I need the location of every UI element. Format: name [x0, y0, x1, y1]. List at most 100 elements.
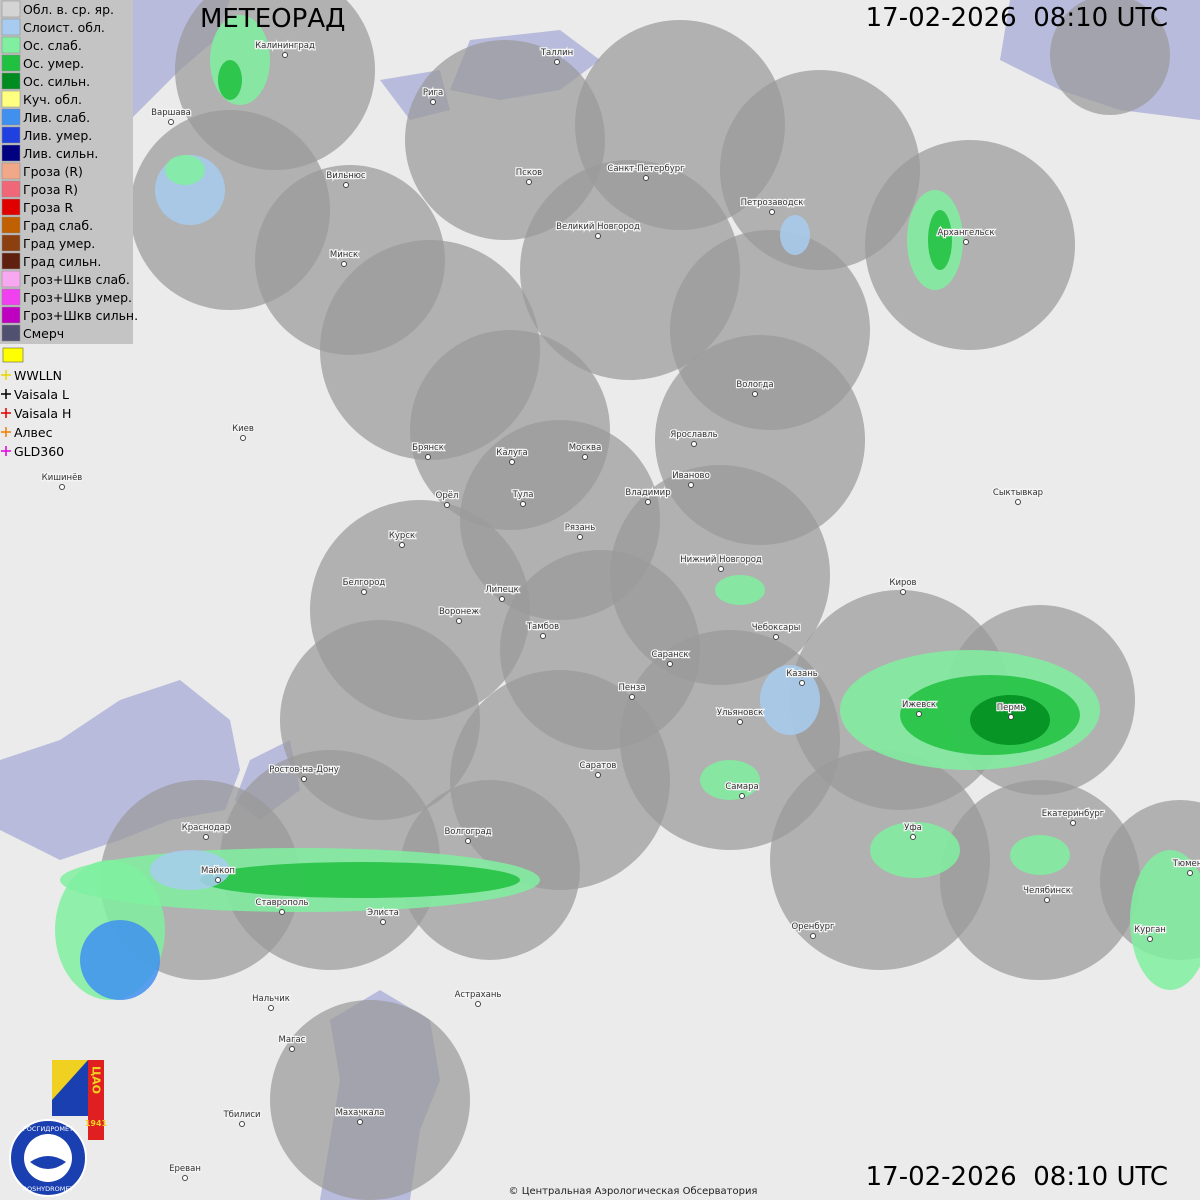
city-label: Курган: [1134, 925, 1166, 935]
legend-swatch: [1, 288, 21, 306]
city-label: Калининград: [255, 41, 315, 51]
city-dot: [769, 209, 775, 215]
city-dot: [168, 119, 174, 125]
city-label: Махачкала: [336, 1108, 385, 1118]
city-labels: Калининград Таллин Рига Варшава Псков Санкт-П…: [40, 40, 1200, 1181]
city-label: Нижний Новгород: [680, 555, 762, 565]
city-dot: [1187, 870, 1193, 876]
city-label: Псков: [516, 168, 542, 178]
precip-area: [1010, 835, 1070, 875]
precip-area: [200, 862, 520, 898]
city-label: Владимир: [625, 488, 670, 498]
lightning-marker: [1, 408, 11, 418]
city-label: Саранск: [651, 650, 688, 660]
city-dot: [691, 441, 697, 447]
city-label: Ереван: [169, 1164, 201, 1174]
logo-text: РОСГИДРОМЕТ: [23, 1125, 73, 1133]
city-dot: [1008, 714, 1014, 720]
city-dot: [799, 680, 805, 686]
city-dot: [737, 719, 743, 725]
lightning-label: WWLLN: [14, 368, 62, 383]
precip-area: [700, 760, 760, 800]
city-label: Минск: [330, 250, 358, 260]
city-label: Чебоксары: [752, 623, 801, 633]
lightning-label: Алвес: [14, 425, 53, 440]
city-dot: [203, 834, 209, 840]
legend-label: Обл. в. ср. яр.: [23, 2, 114, 17]
legend-label: Лив. умер.: [23, 128, 92, 143]
lightning-marker: [1, 370, 11, 380]
legend-label: Куч. обл.: [23, 92, 82, 107]
copyright: © Центральная Аэрологическая Обсерватори…: [509, 1186, 758, 1197]
city-dot: [240, 435, 246, 441]
city-label: Астрахань: [455, 990, 502, 1000]
city-dot: [582, 454, 588, 460]
city-dot: [499, 596, 505, 602]
city-label: Брянск: [412, 443, 444, 453]
legend-label: Гроза R): [23, 182, 78, 197]
city-dot: [526, 179, 532, 185]
legend-panel: [0, 0, 133, 344]
city-dot: [752, 391, 758, 397]
legend-label: Град слаб.: [23, 218, 93, 233]
city-dot: [456, 618, 462, 624]
legend-swatch: [1, 252, 21, 270]
city-dot: [577, 534, 583, 540]
city-dot: [718, 566, 724, 572]
legend-label: Град сильн.: [23, 254, 101, 269]
coverage-circle: [270, 1000, 470, 1200]
city-dot: [475, 1001, 481, 1007]
city-dot: [444, 502, 450, 508]
city-label: Саратов: [580, 761, 617, 771]
cao-text: ЦАО: [90, 1066, 103, 1094]
city-label: Ставрополь: [256, 898, 309, 908]
city-dot: [279, 909, 285, 915]
city-label: Оренбург: [791, 922, 835, 932]
city-dot: [289, 1046, 295, 1052]
city-dot: [916, 711, 922, 717]
city-label: Кишинёв: [42, 473, 83, 483]
city-dot: [810, 933, 816, 939]
legend-label: Гроз+Шкв слаб.: [23, 272, 130, 287]
precip-area: [780, 215, 810, 255]
city-dot: [643, 175, 649, 181]
city-label: Вильнюс: [326, 171, 366, 181]
city-label: Киров: [889, 578, 916, 588]
city-label: Белгород: [343, 578, 386, 588]
city-dot: [282, 52, 288, 58]
coverage-circle: [1050, 0, 1170, 115]
city-dot: [465, 838, 471, 844]
precip-area: [970, 695, 1050, 745]
logo-text: ROSHYDROMET: [23, 1185, 74, 1193]
lightning-marker: [1, 446, 11, 456]
city-label: Казань: [786, 669, 818, 679]
city-dot: [667, 661, 673, 667]
city-dot: [301, 776, 307, 782]
city-dot: [59, 484, 65, 490]
precip-area: [150, 850, 230, 890]
city-dot: [595, 772, 601, 778]
legend-swatch: [1, 144, 21, 162]
legend-label: Гроз+Шкв сильн.: [23, 308, 138, 323]
legend-label: Смерч: [23, 326, 64, 341]
lightning-marker: [1, 427, 11, 437]
city-label: Варшава: [151, 108, 191, 118]
precip-area: [928, 210, 952, 270]
city-label: Иваново: [672, 471, 710, 481]
legend-swatch: [1, 234, 21, 252]
city-dot: [739, 793, 745, 799]
city-label: Нальчик: [252, 994, 290, 1004]
city-dot: [910, 834, 916, 840]
city-label: Вологда: [736, 380, 773, 390]
legend-label: Гроз+Шкв умер.: [23, 290, 132, 305]
city-dot: [629, 694, 635, 700]
city-label: Ижевск: [902, 700, 936, 710]
legend-swatch: [1, 162, 21, 180]
city-dot: [595, 233, 601, 239]
city-label: Орёл: [436, 491, 459, 501]
city-dot: [215, 877, 221, 883]
legend-label: Град умер.: [23, 236, 95, 251]
precip-area: [218, 60, 242, 100]
cao-year: 1941: [85, 1119, 108, 1128]
